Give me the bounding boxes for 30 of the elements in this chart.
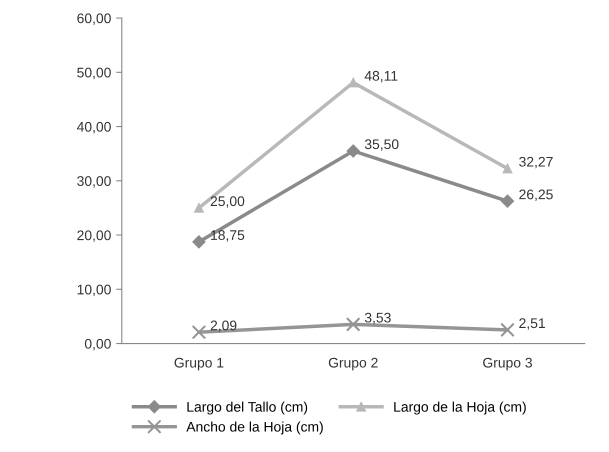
point (192, 235, 206, 248)
y-tick-label: 30,00 (77, 176, 111, 188)
point (194, 203, 204, 213)
data-label: 2,09 (210, 320, 236, 332)
data-label: 48,11 (364, 70, 398, 82)
legend-label: Largo del Tallo (cm) (187, 402, 308, 415)
point (500, 322, 515, 338)
x-tick-label: Grupo 2 (328, 358, 378, 370)
point (502, 164, 512, 174)
point (346, 317, 361, 332)
y-tick-label: 60,00 (77, 13, 111, 25)
x-tick-label: Grupo 1 (174, 358, 224, 370)
y-tick-label: 40,00 (76, 122, 111, 134)
data-label: 32,27 (519, 156, 553, 168)
x-tick-label: Grupo 3 (483, 358, 532, 370)
point (500, 194, 514, 208)
legend-label: Ancho de la Hoja (cm) (186, 421, 323, 434)
y-tick-label: 10,00 (78, 284, 111, 296)
data-label: 35,50 (364, 139, 399, 151)
data-label: 3,53 (364, 312, 391, 324)
y-tick-label: 20,00 (77, 230, 111, 242)
data-label: 2,51 (519, 318, 545, 330)
point (346, 144, 360, 158)
data-label: 26,25 (519, 189, 553, 201)
data-label: 25,00 (210, 196, 244, 208)
y-tick-label: 50,00 (77, 68, 111, 80)
data-label: 18,75 (211, 230, 244, 242)
point (192, 324, 206, 340)
y-tick-label: 0,00 (84, 338, 111, 350)
legend-label: Largo de la Hoja (cm) (394, 402, 526, 415)
